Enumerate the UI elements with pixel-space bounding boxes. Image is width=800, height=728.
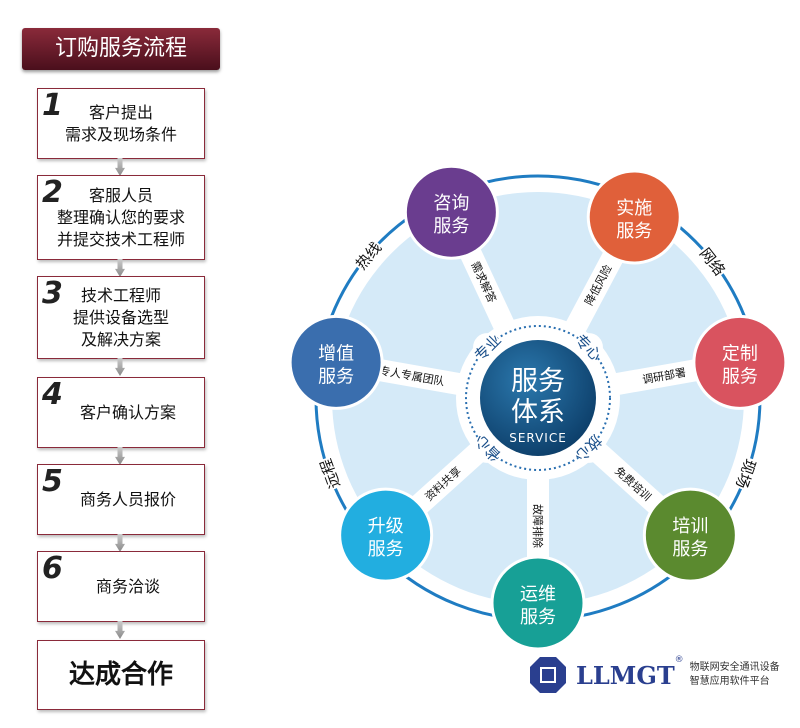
- service-name: 运维: [520, 584, 556, 605]
- service-name: 服务: [616, 221, 652, 242]
- step-number: 2: [42, 175, 63, 210]
- step-number: 5: [42, 464, 63, 499]
- step-text: 商务人员报价: [79, 489, 176, 509]
- arrow-down-icon: [115, 158, 125, 176]
- step-number: 6: [42, 551, 63, 586]
- service-name: 服务: [722, 366, 758, 387]
- service-name: 定制: [722, 343, 758, 364]
- arrow-down-icon: [115, 621, 125, 639]
- spoke-label: 故障排除: [531, 504, 545, 548]
- service-name: 实施: [616, 198, 652, 219]
- step-text: 并提交技术工程师: [56, 229, 185, 249]
- process-step: 5 商务人员报价: [37, 464, 205, 535]
- service-name: 培训: [672, 516, 708, 537]
- service-name: 服务: [520, 607, 556, 628]
- step-text: 客服人员: [88, 185, 153, 205]
- process-step: 1 客户提出 需求及现场条件: [37, 88, 205, 159]
- logo-tagline-1: 物联网安全通讯设备: [689, 662, 780, 673]
- page-title: 订购服务流程: [22, 28, 220, 70]
- service-name: 咨询: [433, 193, 469, 214]
- step-text: 技术工程师: [80, 285, 161, 305]
- step-text: 及解决方案: [80, 329, 161, 349]
- step-text: 提供设备选型: [72, 307, 169, 327]
- logo-emblem-icon: [530, 657, 566, 693]
- logo-registered: ®: [674, 655, 684, 665]
- arrow-down-icon: [115, 447, 125, 465]
- arrow-down-icon: [115, 358, 125, 376]
- service-name: 服务: [433, 216, 469, 237]
- arrow-down-icon: [115, 259, 125, 277]
- final-step: 达成合作: [37, 640, 205, 710]
- service-name: 服务: [368, 539, 404, 560]
- service-name: 增值: [318, 343, 354, 364]
- center-title-1: 服务: [511, 366, 565, 397]
- process-step: 3 技术工程师 提供设备选型 及解决方案: [37, 276, 205, 359]
- step-text: 整理确认您的要求: [56, 207, 185, 227]
- logo-tagline-2: 智慧应用软件平台: [689, 676, 770, 687]
- process-step: 4 客户确认方案: [37, 377, 205, 448]
- process-step: 2 客服人员 整理确认您的要求 并提交技术工程师: [37, 175, 205, 260]
- service-name: 升级: [368, 516, 404, 537]
- step-number: 3: [42, 276, 63, 311]
- step-text: 需求及现场条件: [64, 124, 177, 144]
- center-subtitle: SERVICE: [509, 431, 567, 445]
- center-hub: [480, 340, 596, 456]
- service-name: 服务: [318, 366, 354, 387]
- service-name: 服务: [672, 539, 708, 560]
- logo-brand: LLMGT: [576, 660, 675, 690]
- step-number: 1: [42, 88, 63, 123]
- llmgt-logo: LLMGT ® 物联网安全通讯设备 智慧应用软件平台: [528, 655, 780, 695]
- arrow-down-icon: [115, 534, 125, 552]
- center-title-2: 体系: [511, 397, 565, 428]
- step-text: 客户提出: [88, 102, 153, 122]
- step-text: 客户确认方案: [79, 402, 176, 422]
- step-text: 商务洽谈: [95, 576, 160, 596]
- process-step: 6 商务洽谈: [37, 551, 205, 622]
- step-number: 4: [42, 377, 63, 412]
